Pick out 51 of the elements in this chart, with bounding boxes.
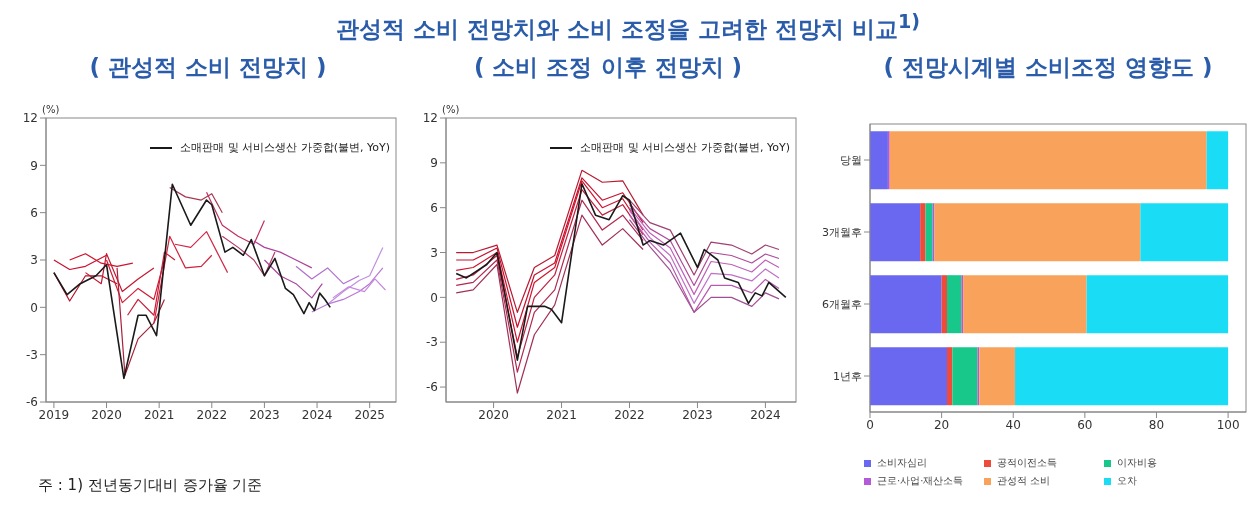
y-tick-label: 3 (430, 245, 438, 260)
legend-label: 소매판매 및 서비스생산 가중합(불변, YoY) (180, 140, 390, 155)
x-tick-label: 2024 (750, 407, 781, 422)
y-tick-label: 3 (30, 253, 38, 268)
legend-label: 공적이전소득 (997, 456, 1057, 470)
legend-label: 이자비용 (1117, 456, 1157, 470)
x-tick-label: 2023 (249, 407, 280, 422)
chart-title: ( 소비 조정 이후 전망치 ) (472, 53, 744, 82)
x-tick-label: 80 (1148, 417, 1165, 432)
y-tick-label: 12 (22, 111, 38, 126)
x-tick-label: 20 (933, 417, 950, 432)
x-tick-label: 2022 (614, 407, 645, 422)
x-tick-label: 2025 (354, 407, 385, 422)
chart-title: ( 관성적 소비 전망치 ) (88, 53, 328, 82)
chart-title: ( 전망시계별 소비조정 영향도 ) (882, 53, 1214, 82)
y-tick-label: 당월 (840, 153, 862, 167)
x-tick-label: 100 (1216, 417, 1240, 432)
y-tick-label: -3 (426, 335, 438, 350)
y-tick-label: 6 (430, 200, 438, 215)
y-tick-label: 0 (430, 290, 438, 305)
legend-label: 소비자심리 (877, 456, 927, 470)
x-tick-label: 2021 (143, 407, 175, 422)
x-tick-label: 2023 (682, 407, 713, 422)
x-tick-label: 0 (866, 417, 874, 432)
text: 주 : 1) 전년동기대비 증가율 기준 (38, 476, 263, 495)
y-tick-label: 0 (30, 300, 38, 315)
legend-label: 소매판매 및 서비스생산 가중합(불변, YoY) (580, 140, 790, 155)
x-tick-label: 2019 (38, 407, 70, 422)
y-tick-label: 12 (422, 111, 438, 126)
y-tick-label: 3개월후 (822, 225, 862, 239)
y-tick-label: -3 (26, 347, 38, 362)
x-tick-label: 40 (1005, 417, 1021, 432)
y-axis-title: (%) (442, 104, 460, 115)
text: 관성적 소비 전망치와 소비 조정을 고려한 전망치 비교$^{1)}$ (334, 10, 922, 44)
x-tick-label: 2022 (196, 407, 228, 422)
y-axis-title: (%) (42, 104, 60, 115)
y-tick-label: 9 (30, 158, 38, 173)
y-tick-label: -6 (426, 380, 438, 395)
y-tick-label: 6개월후 (822, 297, 862, 311)
y-tick-label: 1년후 (833, 369, 862, 383)
x-tick-label: 2024 (301, 407, 333, 422)
legend-label: 관성적 소비 (997, 474, 1051, 488)
y-tick-label: 6 (30, 205, 38, 220)
x-tick-label: 60 (1077, 417, 1093, 432)
x-tick-label: 2020 (478, 407, 509, 422)
x-tick-label: 2020 (91, 407, 122, 422)
legend-label: 근로·사업·재산소득 (877, 474, 964, 488)
legend-label: 오차 (1117, 474, 1137, 488)
y-tick-label: -6 (26, 395, 38, 410)
y-tick-label: 9 (430, 156, 438, 171)
x-tick-label: 2021 (546, 407, 577, 422)
